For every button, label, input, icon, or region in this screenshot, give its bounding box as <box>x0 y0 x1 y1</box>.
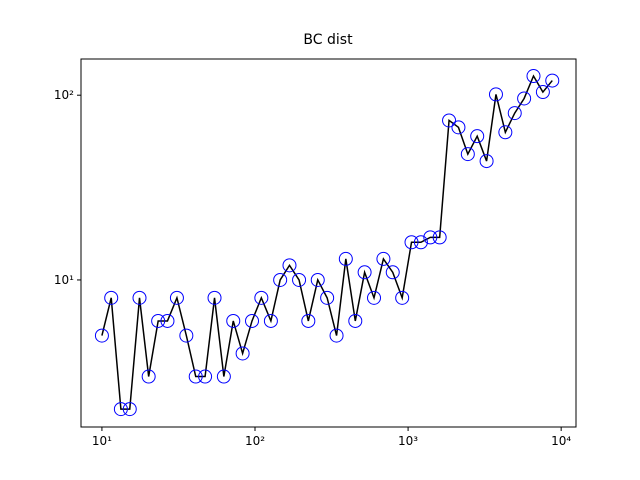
marker <box>263 313 278 328</box>
chart-title: BC dist <box>303 32 353 48</box>
marker <box>179 328 194 343</box>
marker <box>348 313 363 328</box>
marker <box>169 290 184 305</box>
marker <box>329 328 344 343</box>
marker <box>404 235 419 250</box>
y-tick-label: 10¹ <box>54 273 74 287</box>
marker <box>151 313 166 328</box>
marker <box>273 272 288 287</box>
marker <box>226 313 241 328</box>
marker <box>517 91 532 106</box>
marker <box>507 106 522 121</box>
marker <box>395 290 410 305</box>
marker <box>535 85 550 100</box>
marker <box>122 402 137 417</box>
marker <box>292 272 307 287</box>
marker <box>245 313 260 328</box>
marker <box>357 265 372 280</box>
x-tick-label: 10⁴ <box>551 434 571 448</box>
marker <box>479 154 494 169</box>
marker <box>460 147 475 162</box>
x-tick-label: 10³ <box>398 434 418 448</box>
x-tick-label: 10¹ <box>92 434 112 448</box>
y-tick-label: 10² <box>54 88 74 102</box>
marker <box>367 290 382 305</box>
marker <box>282 258 297 273</box>
marker <box>301 313 316 328</box>
marker <box>498 125 513 140</box>
marker <box>376 251 391 266</box>
marker <box>526 69 541 84</box>
x-tick-label: 10² <box>245 434 265 448</box>
marker <box>207 290 222 305</box>
marker <box>545 73 560 88</box>
marker <box>160 313 175 328</box>
marker <box>141 369 156 384</box>
marker <box>442 113 457 128</box>
marker <box>104 290 119 305</box>
marker <box>188 369 203 384</box>
marker <box>432 230 447 245</box>
marker <box>338 251 353 266</box>
marker <box>113 402 128 417</box>
marker <box>254 290 269 305</box>
plot-frame <box>80 58 577 428</box>
marker <box>320 290 335 305</box>
marker <box>310 272 325 287</box>
marker <box>235 346 250 361</box>
marker <box>470 129 485 144</box>
marker <box>451 120 466 135</box>
marker <box>94 328 109 343</box>
marker <box>132 290 147 305</box>
line <box>101 74 553 410</box>
marker <box>413 235 428 250</box>
marker <box>216 369 231 384</box>
marker <box>423 230 438 245</box>
marker <box>198 369 213 384</box>
marker <box>488 87 503 102</box>
marker <box>385 265 400 280</box>
